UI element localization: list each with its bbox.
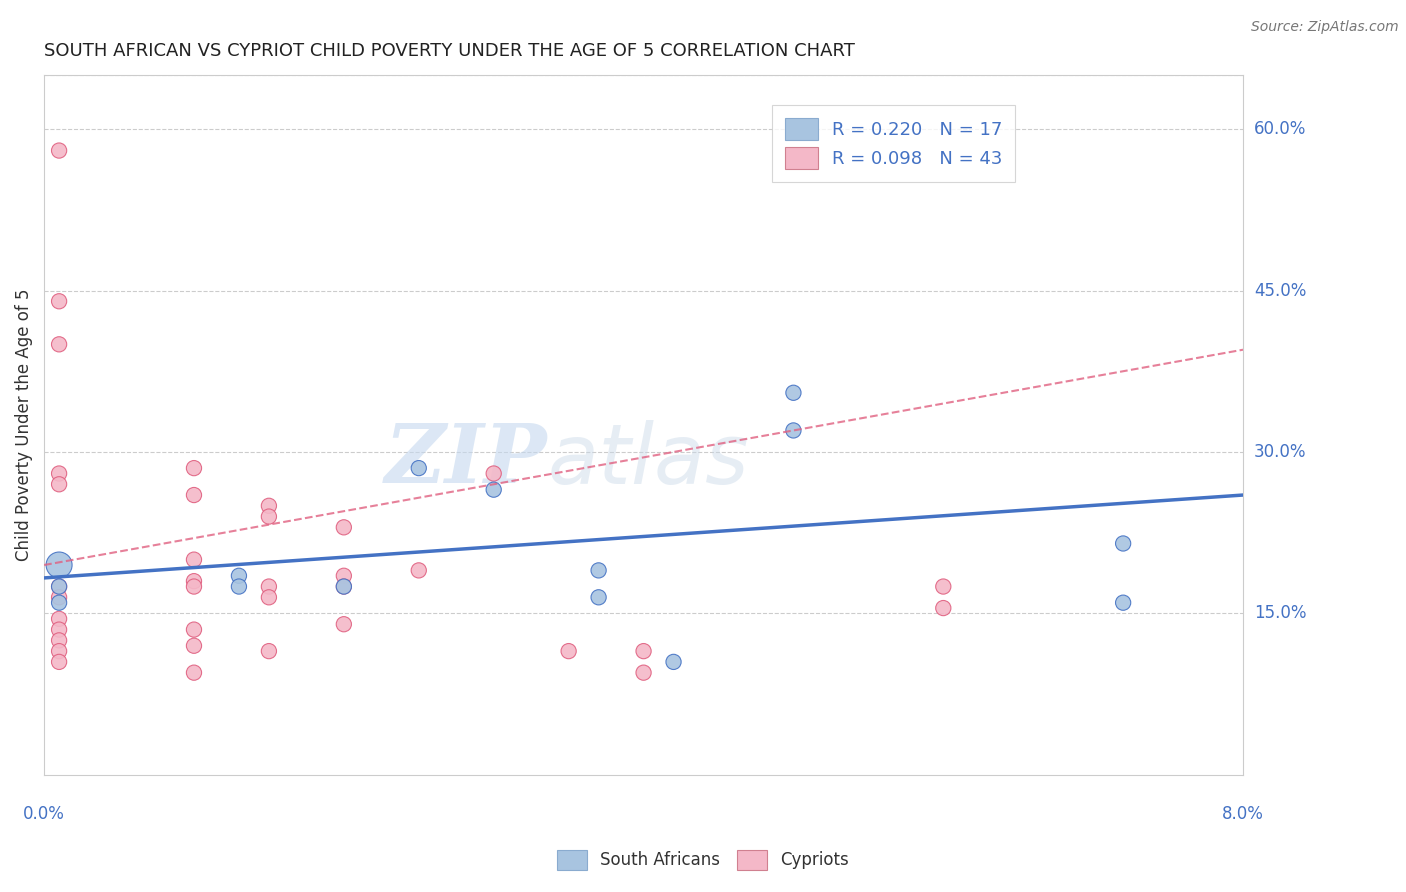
- Point: [782, 385, 804, 400]
- Point: [183, 574, 205, 589]
- Text: Source: ZipAtlas.com: Source: ZipAtlas.com: [1251, 20, 1399, 34]
- Point: [183, 665, 205, 680]
- Point: [48, 144, 70, 158]
- Point: [183, 639, 205, 653]
- Legend: South Africans, Cypriots: South Africans, Cypriots: [550, 843, 856, 877]
- Point: [228, 568, 250, 582]
- Point: [482, 467, 505, 481]
- Point: [48, 580, 70, 594]
- Point: [482, 483, 505, 497]
- Point: [782, 424, 804, 438]
- Point: [633, 665, 655, 680]
- Point: [183, 461, 205, 475]
- Point: [183, 552, 205, 566]
- Point: [257, 499, 280, 513]
- Point: [257, 591, 280, 605]
- Point: [257, 509, 280, 524]
- Point: [228, 580, 250, 594]
- Point: [662, 655, 685, 669]
- Point: [48, 591, 70, 605]
- Point: [48, 644, 70, 658]
- Point: [48, 612, 70, 626]
- Point: [557, 644, 579, 658]
- Point: [633, 644, 655, 658]
- Point: [183, 623, 205, 637]
- Point: [333, 580, 356, 594]
- Point: [333, 568, 356, 582]
- Point: [48, 467, 70, 481]
- Text: atlas: atlas: [548, 419, 749, 500]
- Point: [1112, 596, 1135, 610]
- Point: [588, 563, 610, 577]
- Point: [333, 520, 356, 534]
- Text: 45.0%: 45.0%: [1254, 282, 1306, 300]
- Point: [48, 337, 70, 351]
- Text: 0.0%: 0.0%: [22, 805, 65, 823]
- Y-axis label: Child Poverty Under the Age of 5: Child Poverty Under the Age of 5: [15, 289, 32, 561]
- Point: [333, 617, 356, 632]
- Point: [48, 633, 70, 648]
- Point: [932, 580, 955, 594]
- Point: [48, 596, 70, 610]
- Point: [588, 591, 610, 605]
- Text: 8.0%: 8.0%: [1222, 805, 1264, 823]
- Point: [48, 580, 70, 594]
- Point: [408, 563, 430, 577]
- Point: [257, 580, 280, 594]
- Point: [257, 644, 280, 658]
- Point: [333, 580, 356, 594]
- Point: [1112, 536, 1135, 550]
- Text: 15.0%: 15.0%: [1254, 605, 1306, 623]
- Point: [48, 655, 70, 669]
- Text: 30.0%: 30.0%: [1254, 443, 1306, 461]
- Text: SOUTH AFRICAN VS CYPRIOT CHILD POVERTY UNDER THE AGE OF 5 CORRELATION CHART: SOUTH AFRICAN VS CYPRIOT CHILD POVERTY U…: [44, 42, 855, 60]
- Point: [48, 558, 70, 572]
- Point: [408, 461, 430, 475]
- Point: [48, 477, 70, 491]
- Point: [48, 294, 70, 309]
- Text: ZIP: ZIP: [385, 420, 548, 500]
- Point: [932, 601, 955, 615]
- Text: 60.0%: 60.0%: [1254, 120, 1306, 138]
- Point: [183, 580, 205, 594]
- Point: [183, 488, 205, 502]
- Legend: R = 0.220   N = 17, R = 0.098   N = 43: R = 0.220 N = 17, R = 0.098 N = 43: [772, 105, 1015, 182]
- Point: [48, 623, 70, 637]
